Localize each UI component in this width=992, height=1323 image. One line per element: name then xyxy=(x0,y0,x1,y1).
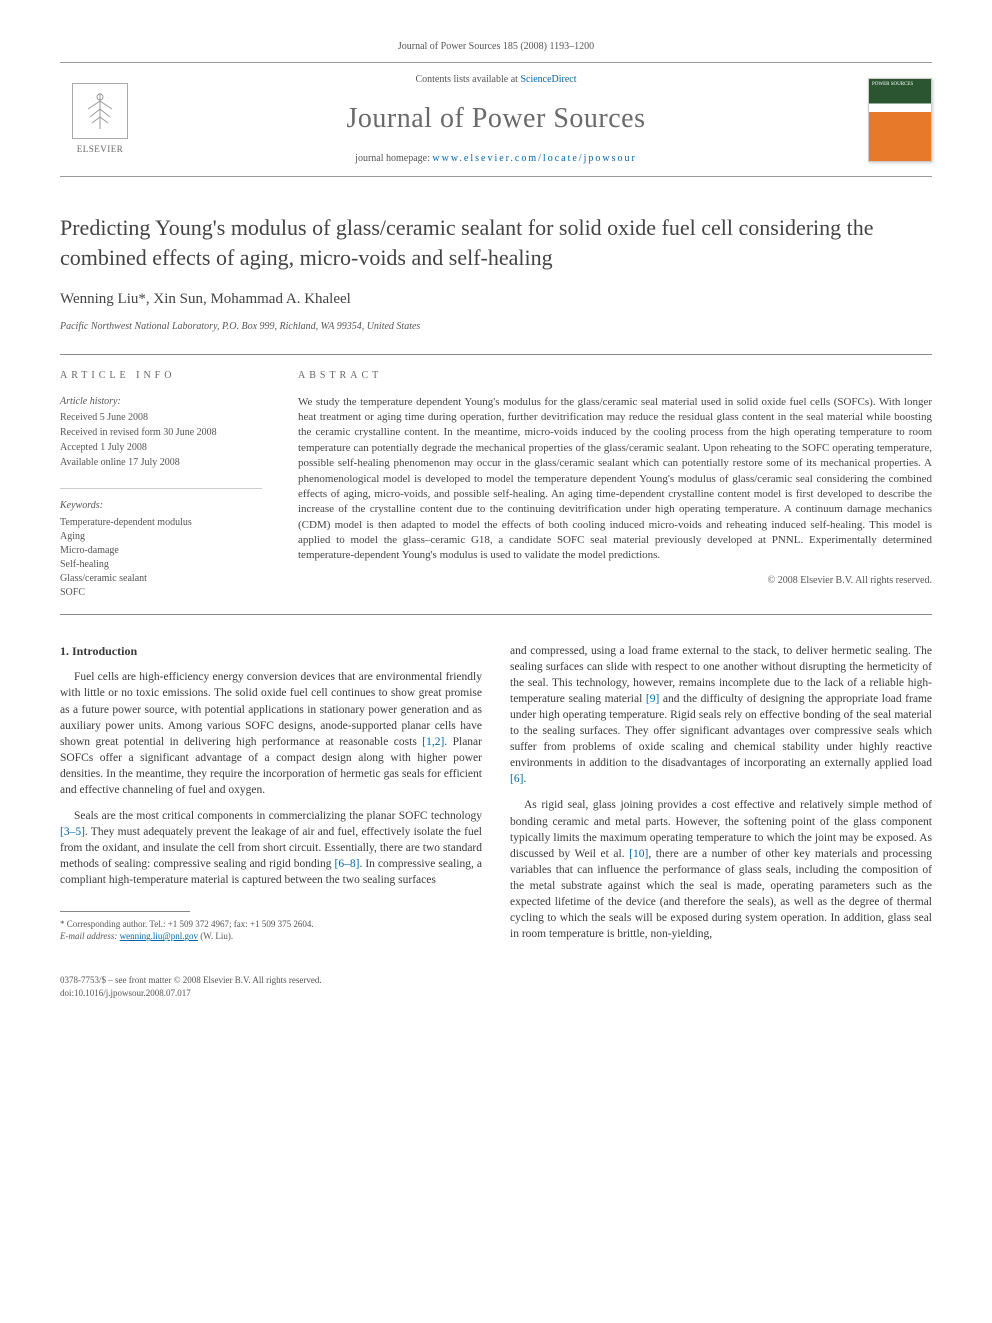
body-text: , there are a number of other key materi… xyxy=(510,848,932,940)
masthead: ELSEVIER Contents lists available at Sci… xyxy=(60,62,932,177)
citation-link[interactable]: [6–8] xyxy=(335,858,360,870)
citation-link[interactable]: [3–5] xyxy=(60,826,85,838)
footer-doi: doi:10.1016/j.jpowsour.2008.07.017 xyxy=(60,987,322,1000)
abstract-copyright: © 2008 Elsevier B.V. All rights reserved… xyxy=(298,574,932,588)
article-info-block: article info Article history: Received 5… xyxy=(60,355,280,614)
page-footer: 0378-7753/$ – see front matter © 2008 El… xyxy=(60,974,932,999)
abstract-block: abstract We study the temperature depend… xyxy=(280,355,932,614)
keyword: Glass/ceramic sealant xyxy=(60,572,262,586)
body-paragraph: Fuel cells are high-efficiency energy co… xyxy=(60,669,482,798)
article-title: Predicting Young's modulus of glass/cera… xyxy=(60,213,932,272)
keyword: Micro-damage xyxy=(60,544,262,558)
publisher-block: ELSEVIER xyxy=(60,83,140,156)
keyword: Temperature-dependent modulus xyxy=(60,516,262,530)
journal-name: Journal of Power Sources xyxy=(140,99,852,138)
email-link[interactable]: wenning.liu@pnl.gov xyxy=(120,931,198,941)
history-label: Article history: xyxy=(60,395,262,409)
citation-link[interactable]: [10] xyxy=(629,848,648,860)
abstract-heading: abstract xyxy=(298,369,932,383)
body-text: . xyxy=(523,773,526,785)
body-paragraph: As rigid seal, glass joining provides a … xyxy=(510,797,932,942)
citation-line: Journal of Power Sources 185 (2008) 1193… xyxy=(60,40,932,54)
homepage-prefix: journal homepage: xyxy=(355,153,432,164)
keywords-label: Keywords: xyxy=(60,499,262,513)
footer-issn: 0378-7753/$ – see front matter © 2008 El… xyxy=(60,974,322,987)
contents-prefix: Contents lists available at xyxy=(415,74,520,85)
citation-link[interactable]: [9] xyxy=(646,693,659,705)
keyword: Aging xyxy=(60,530,262,544)
abstract-text: We study the temperature dependent Young… xyxy=(298,395,932,564)
contents-available: Contents lists available at ScienceDirec… xyxy=(140,73,852,87)
body-columns: 1. Introduction Fuel cells are high-effi… xyxy=(60,643,932,953)
keyword: SOFC xyxy=(60,586,262,600)
elsevier-label: ELSEVIER xyxy=(77,143,124,156)
article-info-heading: article info xyxy=(60,369,262,383)
author-list: Wenning Liu*, Xin Sun, Mohammad A. Khale… xyxy=(60,289,932,310)
cover-title: POWER SOURCES xyxy=(872,82,928,88)
journal-cover-icon: POWER SOURCES xyxy=(868,78,932,162)
body-text: Fuel cells are high-efficiency energy co… xyxy=(60,671,482,747)
homepage-link[interactable]: www.elsevier.com/locate/jpowsour xyxy=(432,153,636,164)
affiliation: Pacific Northwest National Laboratory, P… xyxy=(60,320,932,334)
citation-link[interactable]: [6] xyxy=(510,773,523,785)
corresponding-author-footnote: * Corresponding author. Tel.: +1 509 372… xyxy=(60,918,482,943)
column-right: and compressed, using a load frame exter… xyxy=(510,643,932,953)
sciencedirect-link[interactable]: ScienceDirect xyxy=(520,74,576,85)
history-online: Available online 17 July 2008 xyxy=(60,456,262,470)
body-text: Seals are the most critical components i… xyxy=(74,810,482,822)
footnote-email-suffix: (W. Liu). xyxy=(198,931,233,941)
cover-block: POWER SOURCES xyxy=(852,78,932,162)
footnote-email-label: E-mail address: xyxy=(60,931,120,941)
column-left: 1. Introduction Fuel cells are high-effi… xyxy=(60,643,482,953)
history-accepted: Accepted 1 July 2008 xyxy=(60,441,262,455)
body-paragraph: and compressed, using a load frame exter… xyxy=(510,643,932,788)
footnote-separator xyxy=(60,911,190,912)
footnote-corr: * Corresponding author. Tel.: +1 509 372… xyxy=(60,918,482,931)
body-paragraph: Seals are the most critical components i… xyxy=(60,808,482,888)
section-heading: 1. Introduction xyxy=(60,643,482,660)
history-revised: Received in revised form 30 June 2008 xyxy=(60,426,262,440)
citation-link[interactable]: [1,2] xyxy=(422,736,444,748)
history-received: Received 5 June 2008 xyxy=(60,411,262,425)
journal-homepage: journal homepage: www.elsevier.com/locat… xyxy=(140,152,852,166)
elsevier-tree-icon xyxy=(72,83,128,139)
keyword: Self-healing xyxy=(60,558,262,572)
